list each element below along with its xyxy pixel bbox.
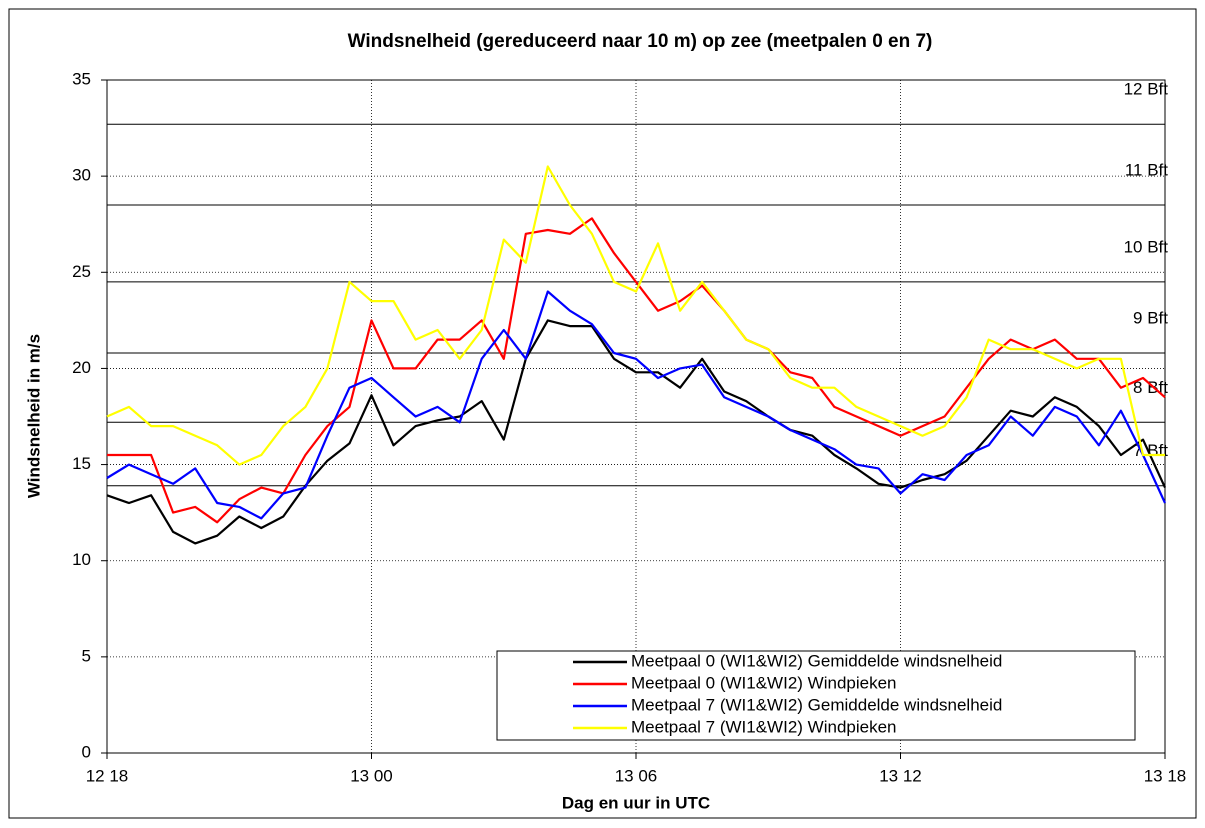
y-tick-label: 35 (72, 69, 91, 88)
x-tick-label: 13 12 (879, 766, 922, 785)
y-tick-label: 30 (72, 166, 91, 185)
legend-box (496, 650, 1136, 741)
y-tick-label: 0 (82, 742, 91, 761)
series-line (106, 290, 1166, 520)
x-tick-label: 13 06 (615, 766, 658, 785)
x-tick-label: 13 18 (1144, 766, 1187, 785)
reference-label: 12 Bft (1124, 80, 1169, 99)
chart-title: Windsnelheid (gereduceerd naar 10 m) op … (348, 31, 933, 52)
legend-label: Meetpaal 0 (WI1&WI2) Windpieken (631, 673, 897, 692)
x-tick-label: 13 00 (350, 766, 393, 785)
y-axis-label: Windsnelheid in m/s (24, 334, 43, 498)
x-axis-label: Dag en uur in UTC (562, 793, 710, 812)
legend-label: Meetpaal 7 (WI1&WI2) Gemiddelde windsnel… (631, 695, 1002, 714)
y-tick-label: 15 (72, 454, 91, 473)
series-line (106, 165, 1165, 466)
reference-label: 11 Bft (1125, 160, 1168, 179)
legend-label: Meetpaal 7 (WI1&WI2) Windpieken (631, 717, 897, 736)
y-tick-label: 5 (82, 646, 91, 665)
reference-label: 10 Bft (1124, 237, 1169, 256)
y-tick-label: 25 (72, 262, 91, 281)
reference-label: 9 Bft (1133, 309, 1168, 328)
y-tick-label: 20 (72, 358, 91, 377)
legend-label: Meetpaal 0 (WI1&WI2) Gemiddelde windsnel… (631, 651, 1002, 670)
series-line (106, 319, 1166, 545)
x-tick-label: 12 18 (86, 766, 129, 785)
y-tick-label: 10 (72, 550, 91, 569)
